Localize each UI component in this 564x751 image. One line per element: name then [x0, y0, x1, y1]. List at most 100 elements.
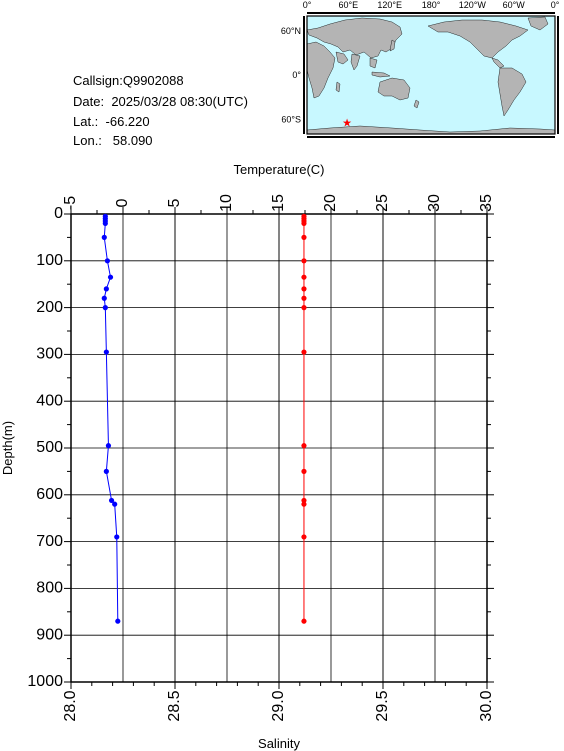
temperature-tick-label: 20: [322, 194, 339, 212]
map-longitude-label: 180°: [422, 0, 441, 10]
temperature-tick-label: 0: [114, 198, 131, 207]
temperature-tick-label: -5: [62, 196, 79, 210]
map-madagascar: [335, 81, 341, 93]
salinity-tick-label: 29.0: [270, 690, 287, 721]
map-longitude-label: 0°: [303, 0, 312, 10]
temperature-tick-label: 30: [426, 194, 443, 212]
map-longitude-labels: 0° 60°E 120°E 180° 120°W 60°W 0°: [303, 0, 560, 10]
depth-tick-label: 700: [36, 533, 63, 550]
data-point: [101, 234, 107, 240]
profile-series: [101, 213, 307, 624]
map-longitude-label: 60°W: [503, 0, 526, 10]
map-new-zealand: [413, 99, 420, 109]
lat-value: -66.220: [105, 114, 150, 129]
lon-label: Lon.:: [73, 133, 102, 148]
map-frame-ticks: [303, 12, 559, 138]
data-point: [301, 295, 307, 301]
map-eurasia: [306, 17, 403, 59]
map-greenland: [527, 16, 549, 31]
depth-tick-label: 100: [36, 252, 63, 269]
station-marker: ★: [342, 118, 352, 130]
depth-tick-labels: 0 100 200 300 400 500 600 700 800 900 1000: [27, 205, 63, 690]
temperature-tick-label: 10: [218, 194, 235, 212]
depth-tick-label: 1000: [27, 673, 63, 690]
salinity-tick-label: 28.0: [62, 690, 79, 721]
data-point: [103, 468, 109, 474]
data-point: [301, 349, 307, 355]
data-point: [301, 618, 307, 624]
lat-label: Lat.:: [73, 114, 99, 129]
map-japan: [389, 39, 396, 52]
data-point: [112, 501, 118, 507]
map-latitude-label: 60°S: [281, 114, 301, 124]
depth-tick-label: 900: [36, 626, 63, 643]
map-longitude-label: 120°W: [459, 0, 487, 10]
salinity-tick-labels: 28.0 28.5 29.0 29.5 30.0: [62, 690, 495, 721]
data-point: [301, 534, 307, 540]
salinity-tick-label: 28.5: [166, 690, 183, 721]
map-africa: [306, 41, 336, 99]
world-map: 0° 60°E 120°E 180° 120°W 60°W 0° 60°N 0° 60°S ★: [281, 0, 560, 138]
data-point: [104, 258, 110, 264]
lon-line: Lon.: 58.090: [73, 133, 153, 148]
data-point: [301, 497, 307, 504]
data-point: [103, 286, 109, 292]
data-point: [301, 258, 307, 264]
callsign-label: Callsign:: [73, 73, 123, 88]
data-point: [301, 234, 307, 240]
date-line: Date: 2025/03/28 08:30(UTC): [73, 94, 248, 109]
temperature-tick-labels: -5 0 5 10 15 20 25 30 35: [62, 194, 495, 212]
map-north-america: [427, 19, 529, 59]
map-longitude-label: 120°E: [377, 0, 402, 10]
temperature-axis-title: Temperature(C): [233, 162, 324, 177]
map-frame: [306, 15, 556, 135]
lon-value: 58.090: [112, 133, 153, 148]
data-point: [301, 220, 307, 226]
depth-tick-label: 600: [36, 486, 63, 503]
temperature-tick-label: 25: [374, 194, 391, 212]
map-central-america: [491, 57, 505, 69]
map-longitude-label: 0°: [551, 0, 560, 10]
data-point: [301, 501, 307, 507]
date-label: Date:: [73, 94, 105, 109]
lat-line: Lat.: -66.220: [73, 114, 150, 129]
data-point: [301, 443, 307, 449]
depth-tick-label: 200: [36, 299, 63, 316]
salinity-tick-label: 30.0: [478, 690, 495, 721]
data-point: [301, 305, 307, 311]
salinity-axis-title: Salinity: [258, 736, 300, 751]
minor-ticks: [64, 207, 494, 689]
data-point: [108, 497, 115, 504]
data-point: [101, 295, 107, 301]
callsign-line: Callsign:Q9902088: [73, 73, 184, 88]
data-point: [301, 468, 307, 474]
data-point: [102, 305, 108, 311]
data-point: [107, 274, 114, 280]
depth-tick-label: 400: [36, 392, 63, 409]
map-southeast-asia: [369, 57, 391, 78]
temperature-tick-label: 35: [478, 194, 495, 212]
data-point: [114, 534, 120, 540]
depth-tick-label: 0: [54, 205, 63, 222]
map-longitude-label: 60°E: [339, 0, 359, 10]
map-latitude-labels: 60°N 0° 60°S: [281, 26, 302, 125]
chart-grid: [71, 214, 487, 682]
map-latitude-label: 0°: [292, 70, 301, 80]
callsign-value: Q9902088: [122, 73, 184, 88]
data-point: [115, 618, 121, 624]
data-point: [301, 286, 307, 292]
map-australia: [377, 77, 411, 101]
data-point: [301, 274, 307, 280]
map-south-america: [497, 67, 527, 117]
data-point: [102, 220, 108, 226]
depth-tick-label: 800: [36, 580, 63, 597]
date-value: 2025/03/28 08:30(UTC): [111, 94, 248, 109]
depth-axis-title: Depth(m): [0, 421, 15, 475]
temperature-tick-label: 5: [166, 198, 183, 207]
map-latitude-label: 60°N: [281, 26, 301, 36]
depth-tick-label: 300: [36, 346, 63, 363]
depth-tick-label: 500: [36, 439, 63, 456]
map-arabia: [335, 51, 349, 65]
data-point: [105, 443, 112, 449]
